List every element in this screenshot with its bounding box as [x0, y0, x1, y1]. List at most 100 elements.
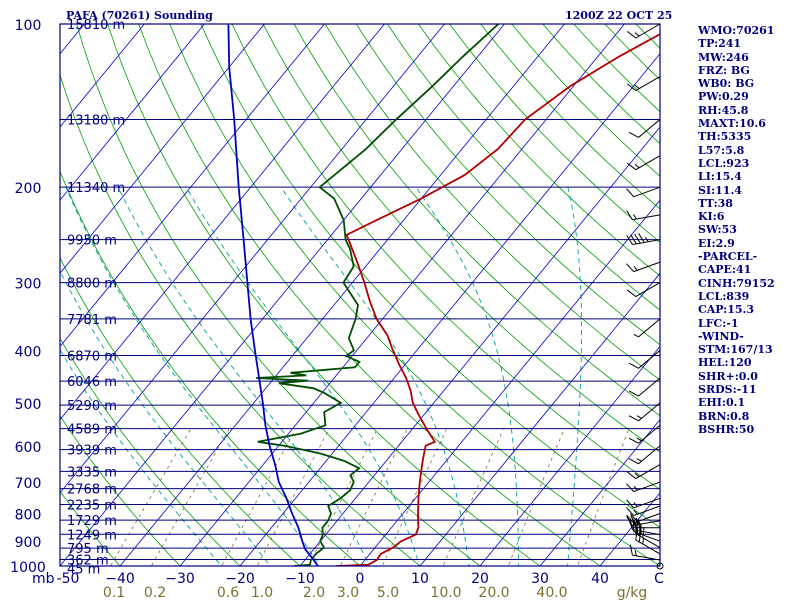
pressure-tick-label: 1000 [10, 560, 46, 576]
isotherm [60, 24, 505, 566]
dry-adiabat [355, 24, 660, 346]
temperature-tick-label: −30 [165, 571, 195, 587]
isotherm [179, 24, 625, 566]
index-line: EI:2.9 [698, 236, 735, 250]
pressure-tick-label: 100 [15, 18, 42, 34]
pressure-tick-label: 300 [15, 277, 42, 293]
height-label: 795 m [67, 542, 109, 557]
dry-adiabat [60, 337, 241, 566]
index-line: LCL:839 [698, 289, 750, 303]
parcel-line [227, 24, 319, 566]
barb-staff [638, 349, 661, 369]
plot-frame [59, 23, 661, 567]
mixing-ratio-label: 3.0 [337, 585, 359, 600]
wind-barb [626, 261, 661, 273]
index-line: LI:15.4 [698, 170, 742, 184]
barb-full [630, 234, 637, 245]
temperature-tick-label: 0 [356, 571, 365, 587]
index-line: KI:6 [698, 210, 725, 224]
barb-full [626, 188, 635, 198]
stability-indices: WMO:70261 TP:241 MW:246 FRZ: BG WB0: BG PW:0.… [698, 24, 800, 436]
index-line: WB0: BG [698, 77, 755, 91]
dry-adiabat [418, 24, 660, 277]
barb-staff [635, 464, 661, 480]
mixing-ratio-line [221, 429, 296, 566]
temperature-tick-label: 20 [471, 571, 489, 587]
isotherm [479, 345, 660, 566]
height-label: 13180 m [67, 113, 125, 128]
isotherm [359, 199, 660, 566]
barb-staff [632, 554, 661, 561]
barb-full [626, 483, 635, 492]
wind-barb [626, 23, 661, 39]
wind-barb [628, 424, 661, 444]
barb-full [626, 507, 635, 516]
barb-half [633, 265, 638, 271]
index-line: MW:246 [698, 50, 749, 64]
height-label: 15810 m [67, 18, 125, 33]
mixing-ratio-line [577, 429, 629, 566]
sounding-title: PAFA (70261) Sounding [66, 9, 213, 22]
plot-grid [0, 12, 660, 578]
wind-barb [629, 544, 661, 561]
height-label: 362 m [67, 554, 109, 569]
index-line: BSHR:50 [698, 422, 755, 436]
isotherm [60, 24, 205, 201]
barb-half [634, 84, 640, 89]
barb-full [626, 499, 635, 509]
mixing-ratio-line [110, 429, 191, 566]
isotherm [0, 12, 34, 578]
index-line: PW:0.29 [698, 90, 749, 104]
dry-adiabat [169, 24, 660, 566]
height-label: 45 m [67, 562, 100, 577]
barb-staff [635, 539, 661, 555]
mixing-ratio-line [339, 429, 408, 566]
height-label: 7781 m [67, 313, 117, 328]
barb-staff [633, 505, 661, 517]
barb-full [626, 289, 637, 297]
barb-full [626, 514, 635, 524]
barb-full [626, 516, 633, 526]
index-line: CAPE:41 [698, 263, 752, 277]
pressure-tick-label: 700 [15, 476, 42, 492]
dry-adiabat [324, 24, 660, 381]
barb-half [636, 437, 642, 442]
temperature-tick-label: 40 [591, 571, 609, 587]
wind-barb [626, 481, 661, 493]
height-label: 6046 m [67, 375, 117, 390]
temperature-tick-label: -50 [57, 571, 80, 587]
index-line: SHR+:0.0 [698, 369, 758, 383]
barb-full [626, 263, 635, 273]
mixing-ratio-label: 0.1 [103, 585, 125, 600]
height-label: 6870 m [67, 350, 117, 365]
index-line: CINH:79152 [698, 276, 775, 290]
isotherm [119, 24, 565, 566]
barb-half [633, 485, 638, 491]
barb-full [629, 544, 633, 556]
barb-half [637, 519, 641, 525]
barb-full [629, 513, 638, 523]
dry-adiabat [60, 490, 121, 566]
barb-full [626, 235, 633, 245]
mixing-ratio-line [507, 429, 565, 566]
barb-staff [638, 445, 661, 465]
barb-full [638, 233, 645, 243]
barb-staff [635, 76, 661, 91]
barb-staff [632, 214, 661, 221]
isotherm [60, 24, 385, 421]
height-label: 3335 m [67, 465, 117, 480]
barb-full [628, 390, 639, 397]
wind-barb [628, 445, 661, 465]
index-line: TT:38 [698, 196, 733, 210]
dry-adiabat [107, 24, 541, 566]
barb-staff [635, 533, 661, 549]
barb-half [634, 164, 640, 169]
barb-staff [638, 402, 661, 422]
barb-staff [633, 481, 661, 493]
mixing-ratio-line [442, 429, 504, 566]
mixing-ratio-unit-label: g/kg [617, 585, 648, 600]
pressure-unit-label: mb [32, 571, 55, 587]
index-line: HEL:120 [698, 356, 752, 370]
index-line: FRZ: BG [698, 63, 750, 77]
